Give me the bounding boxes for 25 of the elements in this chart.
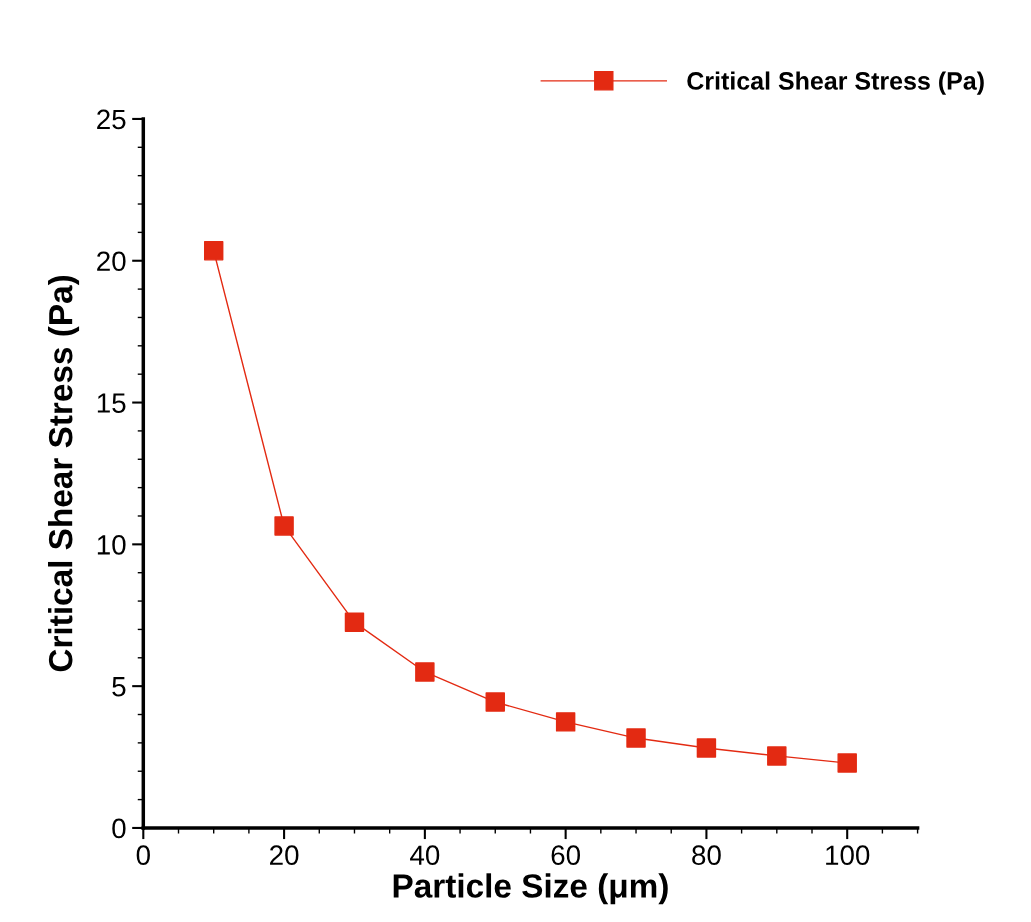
y-tick-label: 0 [112, 818, 126, 839]
x-tick-label: 100 [826, 845, 870, 866]
y-tick-label: 10 [97, 535, 126, 555]
point [555, 712, 576, 732]
x-tick-label: 80 [692, 845, 721, 866]
point [837, 753, 857, 773]
y-tick-label: 5 [112, 677, 126, 697]
x-axis-title: Particle Size (μm) [393, 873, 668, 905]
x-tick-label: 60 [551, 845, 581, 866]
point [696, 738, 717, 758]
x-tick-label: 0 [136, 845, 150, 866]
y-tick-label: 15 [97, 393, 126, 413]
point [415, 662, 435, 682]
x-tick-label: 20 [270, 845, 299, 866]
y-axis-title: Critical Shear Stress (Pa) [48, 275, 80, 672]
point [626, 728, 646, 748]
point [485, 692, 505, 712]
point [767, 746, 787, 766]
point [203, 241, 224, 261]
point [344, 612, 365, 633]
legend-label: Critical Shear Stress (Pa) [687, 71, 984, 95]
y-tick-label: 25 [97, 109, 126, 130]
y-tick-label: 20 [97, 251, 126, 272]
x-tick-label: 40 [410, 845, 440, 866]
point [274, 516, 294, 536]
